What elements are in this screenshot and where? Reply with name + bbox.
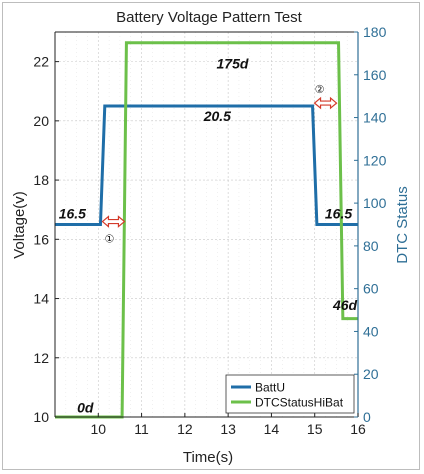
y2-tick-label: 20 <box>363 366 379 382</box>
transition-marker: ① <box>101 215 126 246</box>
double-arrow-icon <box>101 215 126 228</box>
data-annotation: 20.5 <box>203 108 231 124</box>
y-axis-label: Voltage(v) <box>11 191 28 259</box>
y2-tick-label: 0 <box>363 409 371 425</box>
legend-label: BattU <box>255 381 285 395</box>
marker-number: ① <box>104 233 114 246</box>
chart-title: Battery Voltage Pattern Test <box>116 9 303 26</box>
y-tick-label: 10 <box>33 409 49 425</box>
y-tick-label: 22 <box>33 54 49 70</box>
axes: 10 11 12 13 14 15 16 10 12 14 16 18 20 22 0 20 40 60 80 100… <box>33 24 386 437</box>
x-tick-label: 15 <box>307 421 323 437</box>
figure-frame <box>2 2 420 470</box>
x-tick-label: 13 <box>220 421 236 437</box>
y-tick-label: 16 <box>33 231 49 247</box>
y2-tick-label: 60 <box>363 281 379 297</box>
y2-tick-label: 160 <box>363 67 387 83</box>
x-tick-label: 16 <box>350 421 366 437</box>
grid <box>55 32 359 418</box>
marker-number: ② <box>315 83 325 96</box>
data-annotation: 16.5 <box>325 206 352 222</box>
series-line-BattU <box>55 104 358 226</box>
y-tick-label: 14 <box>33 291 49 307</box>
data-annotation: 16.5 <box>59 206 86 222</box>
legend-box <box>225 374 355 414</box>
y2-tick-label: 80 <box>363 238 379 254</box>
transition-marker: ② <box>313 83 338 110</box>
y2-tick-label: 40 <box>363 323 379 339</box>
y2-tick-label: 180 <box>363 24 387 40</box>
data-annotation: 175d <box>217 55 249 71</box>
double-arrow-icon <box>313 96 338 110</box>
annotations: 175d 20.5 16.5 16.5 46d 0d ① ② <box>59 55 358 415</box>
x-axis-label: Time(s) <box>183 449 233 466</box>
y2-tick-label: 100 <box>363 195 387 211</box>
y-tick-label: 18 <box>33 172 49 188</box>
data-annotation: 46d <box>332 297 358 313</box>
y-tick-label: 20 <box>33 113 49 129</box>
y2-axis-label: DTC Status <box>394 186 411 264</box>
legend-label: DTCStatusHiBat <box>255 396 344 410</box>
x-tick-label: 11 <box>134 421 149 437</box>
x-tick-label: 10 <box>90 421 106 437</box>
y2-tick-label: 120 <box>363 152 387 168</box>
x-tick-label: 14 <box>264 421 280 437</box>
data-annotation: 0d <box>77 400 94 416</box>
x-tick-label: 12 <box>177 421 193 437</box>
y-tick-label: 12 <box>33 350 49 366</box>
y2-tick-label: 140 <box>363 110 387 126</box>
